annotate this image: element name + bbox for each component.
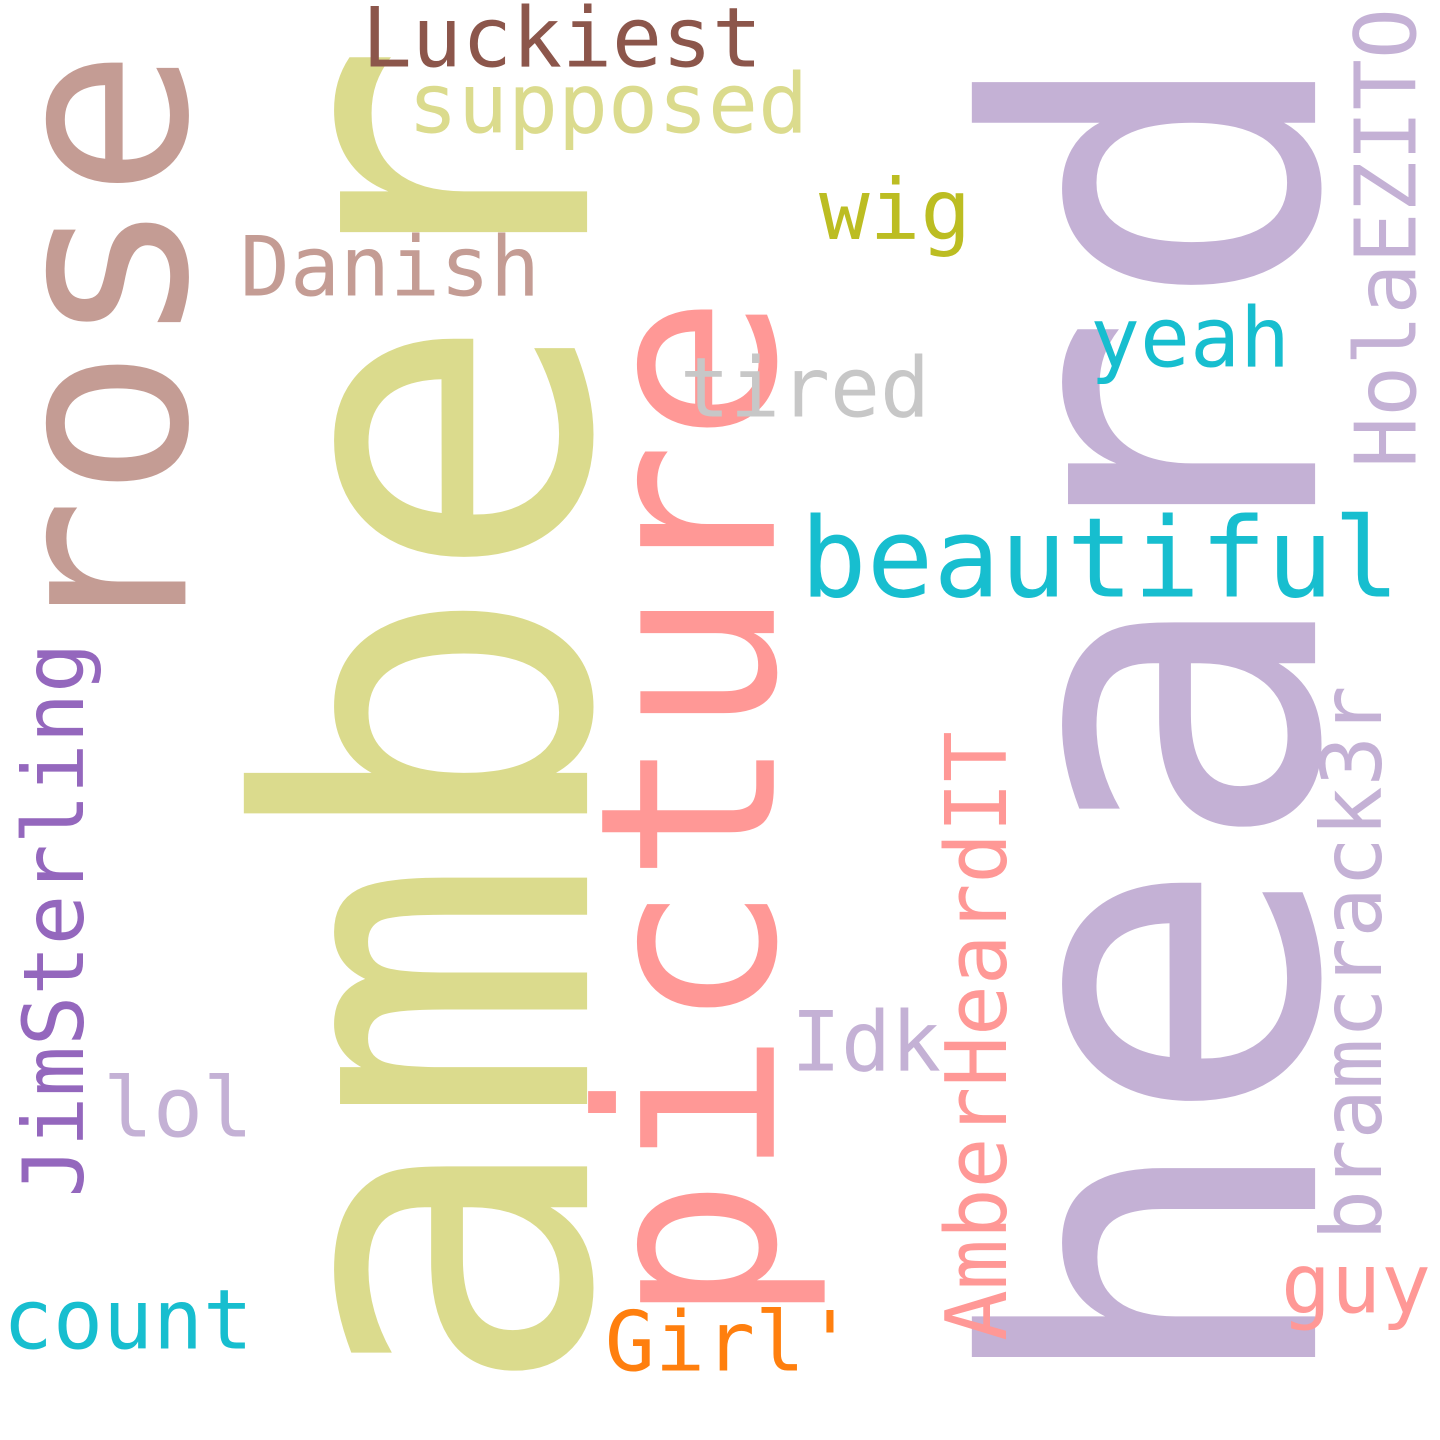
word-bramcrack3r: bramcrack3r <box>1303 685 1402 1241</box>
word-amberheardit: AmberHeardIT <box>927 731 1026 1341</box>
word-wig: wig <box>818 160 972 259</box>
word-picture: picture <box>546 295 832 1325</box>
word-guy: guy <box>1280 1235 1432 1333</box>
word-luckiest: Luckiest <box>361 0 763 87</box>
word-yeah: yeah <box>1089 289 1291 387</box>
word-lol: lol <box>102 1059 254 1157</box>
word-danish: Danish <box>239 218 541 316</box>
word-girl: Girl' <box>604 1293 856 1391</box>
word-holaezito: HolaEZITO <box>1337 8 1437 468</box>
word-beautiful: beautiful <box>800 494 1400 624</box>
word-supposed: supposed <box>407 55 809 153</box>
word-idk: Idk <box>790 993 942 1091</box>
word-count: count <box>2 1271 254 1369</box>
word-tired: tired <box>679 339 931 437</box>
word-jimsterling: JimSterling <box>5 642 104 1198</box>
word-rose: rose <box>0 47 245 649</box>
